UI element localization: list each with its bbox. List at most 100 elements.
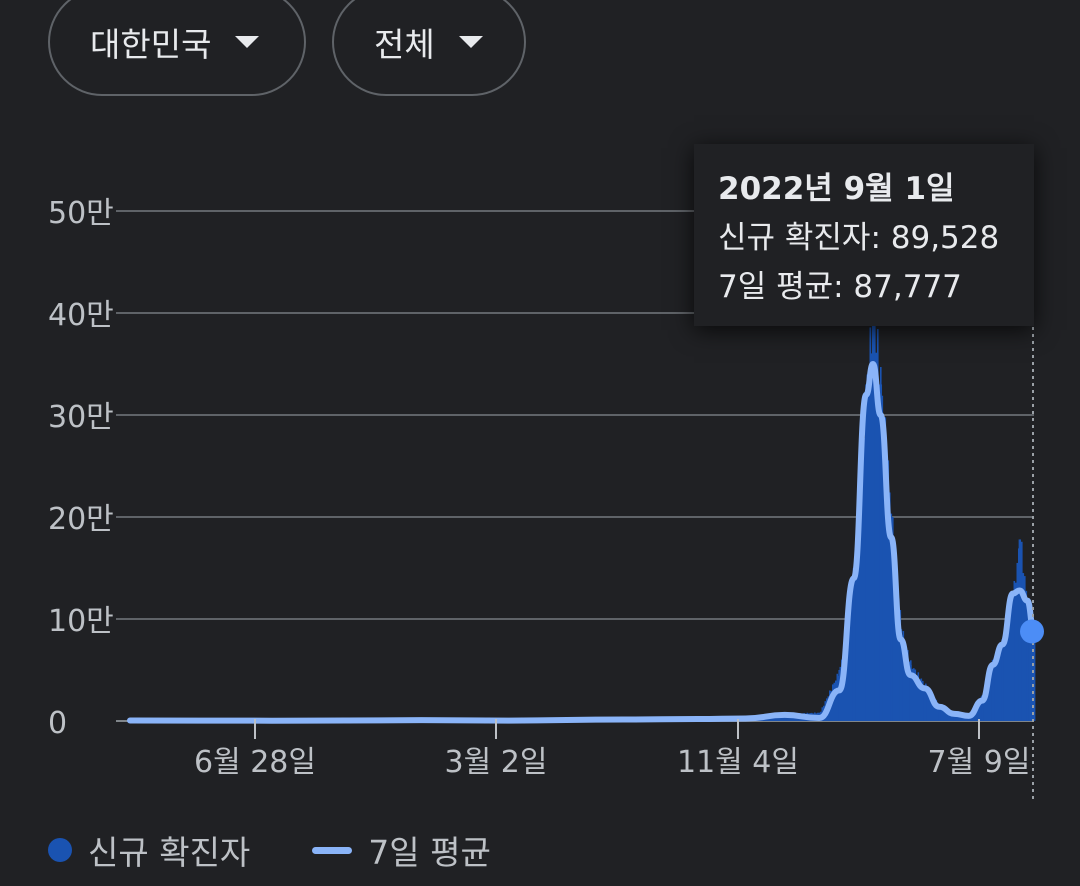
x-tick-label: 6월 28일 (194, 745, 316, 780)
new-cases-bar (847, 610, 849, 721)
new-cases-bar (914, 669, 917, 721)
new-cases-bar (893, 554, 896, 721)
x-tick-label: 3월 2일 (445, 745, 548, 780)
new-cases-bar (940, 705, 942, 721)
new-cases-bar (958, 713, 960, 721)
tooltip-new-cases: 신규 확진자: 89,528 (718, 220, 1000, 256)
new-cases-bar (889, 492, 891, 721)
new-cases-bars (129, 307, 1036, 721)
new-cases-bar (935, 699, 938, 721)
new-cases-bar (1016, 562, 1019, 721)
new-cases-bar (928, 689, 930, 721)
new-cases-bar (852, 568, 856, 721)
new-cases-bar (908, 661, 911, 721)
cursor-marker (1020, 619, 1044, 644)
new-cases-bar (937, 702, 939, 721)
new-cases-bar (896, 582, 899, 721)
new-cases-bar (959, 714, 962, 721)
new-cases-bar (1000, 646, 1002, 721)
new-cases-bar (977, 702, 980, 721)
chart-tooltip: 2022년 9월 1일 신규 확진자: 89,528 7일 평균: 87,777 (694, 144, 1034, 326)
chevron-down-icon (458, 36, 483, 48)
new-cases-bar (938, 705, 941, 721)
x-tick-label: 11월 4일 (677, 745, 799, 780)
new-cases-bar (907, 650, 909, 721)
new-cases-bar (865, 384, 868, 721)
new-cases-bar (1007, 620, 1010, 721)
new-cases-bar (979, 701, 981, 721)
new-cases-bar (994, 658, 996, 721)
y-tick-label: 10만 (48, 604, 114, 639)
new-cases-bar (860, 482, 863, 721)
new-cases-bar (845, 632, 848, 721)
new-cases-bar (874, 318, 876, 721)
new-cases-bar (916, 675, 918, 721)
new-cases-bar (1033, 629, 1036, 721)
new-cases-bar (943, 707, 945, 721)
new-cases-bar (871, 313, 875, 721)
new-cases-bar (956, 714, 959, 721)
new-cases-bar (1015, 582, 1017, 721)
new-cases-bar (997, 655, 999, 721)
y-tick-label: 0 (48, 706, 67, 741)
tooltip-date: 2022년 9월 1일 (718, 171, 955, 207)
new-cases-bar (983, 690, 986, 721)
region-filter-label: 대한민국 (90, 25, 212, 64)
new-cases-bar (892, 517, 894, 721)
new-cases-bar (877, 329, 879, 721)
new-cases-bar (902, 631, 905, 721)
new-cases-bar (989, 673, 992, 721)
new-cases-bar (923, 685, 927, 721)
chart-legend: 신규 확진자 7일 평균 (48, 826, 491, 874)
new-cases-bar (922, 680, 924, 721)
new-cases-bar (913, 668, 915, 721)
new-cases-bar (838, 670, 841, 721)
tooltip-seven-day-average: 7일 평균: 87,777 (718, 269, 962, 305)
new-cases-bar (920, 678, 923, 721)
new-cases-bar (833, 682, 836, 721)
new-cases-bar (949, 711, 951, 721)
new-cases-bar (909, 664, 912, 721)
region-filter-dropdown[interactable]: 대한민국 (48, 0, 306, 96)
new-cases-bar (879, 384, 883, 721)
new-cases-bar (986, 682, 989, 721)
new-cases-bar (904, 643, 906, 721)
new-cases-bar (1010, 600, 1013, 721)
new-cases-bar (859, 483, 861, 721)
new-cases-bar (850, 595, 852, 721)
new-cases-bar (851, 578, 854, 721)
new-cases-bar (1011, 593, 1015, 721)
new-cases-bar (1024, 576, 1026, 721)
new-cases-bar (868, 382, 870, 721)
new-cases-bar (835, 680, 837, 721)
new-cases-bar (1003, 633, 1005, 721)
seven-day-average-path (127, 361, 1037, 724)
new-cases-bar (911, 668, 914, 721)
new-cases-bar (899, 629, 903, 721)
new-cases-bar (981, 695, 984, 721)
new-cases-bar (985, 686, 987, 721)
new-cases-bar (998, 643, 1001, 721)
new-cases-bar (848, 608, 851, 721)
y-tick-label: 40만 (48, 298, 114, 333)
new-cases-bar (881, 395, 884, 721)
new-cases-bar (875, 352, 878, 721)
new-cases-bar (944, 708, 947, 721)
y-tick-label: 50만 (48, 196, 114, 231)
new-cases-bar (995, 650, 998, 721)
new-cases-bar (917, 672, 920, 721)
new-cases-bar (941, 707, 944, 721)
period-filter-dropdown[interactable]: 전체 (332, 0, 526, 96)
new-cases-bar (886, 467, 888, 721)
new-cases-bar (871, 353, 873, 721)
x-tick-label: 7월 9일 (928, 745, 1031, 780)
y-tick-label: 20만 (48, 502, 114, 537)
new-cases-bar (1031, 618, 1034, 721)
new-cases-bar (854, 548, 857, 721)
new-cases-bar (991, 659, 995, 721)
period-filter-label: 전체 (374, 25, 435, 64)
new-cases-bar (926, 689, 929, 721)
new-cases-bar (890, 517, 893, 721)
x-axis: 6월 28일 3월 2일 11월 4일 7월 9일 (194, 719, 1030, 780)
